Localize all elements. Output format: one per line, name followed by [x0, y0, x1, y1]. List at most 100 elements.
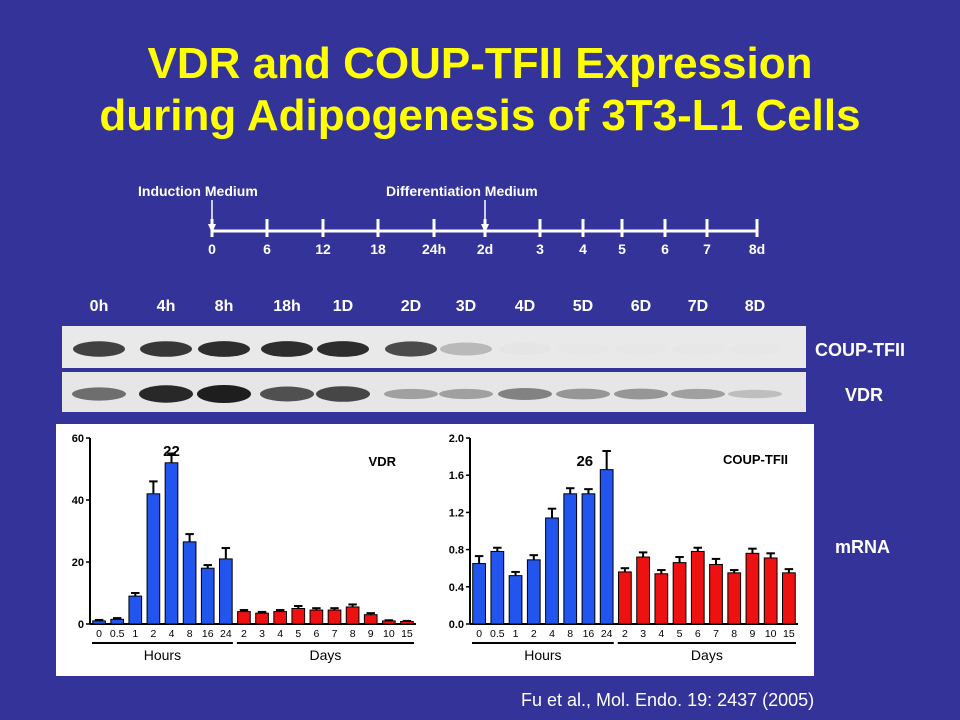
coup-tfii-band — [440, 342, 492, 356]
error-bar — [584, 488, 593, 494]
error-bar — [94, 618, 104, 621]
title-line-1: VDR and COUP-TFII Expression — [147, 39, 813, 88]
error-bar — [275, 609, 285, 612]
blot-lane-label: 7D — [687, 298, 709, 315]
vdr-band — [197, 385, 251, 403]
timeline-tick-label: 7 — [703, 241, 711, 257]
error-bar — [384, 619, 394, 622]
vdr-band — [260, 386, 314, 402]
x-tick-label: 9 — [368, 628, 374, 640]
bar — [182, 541, 197, 625]
x-tick-label: 15 — [401, 628, 413, 640]
bar — [309, 609, 324, 625]
error-bar — [348, 603, 357, 607]
x-tick-label: 8 — [731, 628, 737, 640]
x-tick-label: 4 — [658, 628, 664, 640]
error-bar — [729, 569, 739, 573]
y-tick-label: 20 — [72, 557, 84, 569]
vdr-band — [728, 389, 782, 399]
peak-annotation: 26 — [576, 453, 593, 470]
bar — [763, 557, 778, 625]
bar — [599, 469, 614, 625]
bar — [745, 552, 760, 625]
y-tick-label: 1.2 — [449, 507, 464, 519]
induction-arrow — [208, 200, 216, 233]
bar — [526, 559, 541, 625]
bar — [363, 614, 378, 625]
chart-title: VDR — [369, 454, 397, 469]
mrna-label: mRNA — [835, 537, 891, 557]
y-tick-label: 0 — [78, 619, 84, 631]
coup-tfii-band — [615, 342, 667, 356]
error-bar — [784, 568, 794, 573]
blot-lane-label: 18h — [273, 298, 301, 315]
bar — [92, 620, 106, 625]
error-bar — [167, 452, 176, 463]
blot-lane-label: 4h — [156, 298, 176, 315]
error-bar — [748, 547, 757, 554]
bar — [200, 567, 215, 625]
differentiation-medium-label: Differentiation Medium — [386, 183, 538, 199]
timeline-tick-label: 0 — [208, 241, 216, 257]
error-bar — [402, 619, 412, 622]
x-tick-label: 24 — [220, 628, 232, 640]
bar — [490, 550, 505, 625]
error-bar — [693, 546, 703, 552]
coup-tfii-blot-label: COUP-TFII — [815, 340, 905, 360]
x-tick-label: 5 — [295, 628, 301, 640]
error-bar — [221, 547, 231, 559]
error-bar — [620, 567, 630, 572]
bar — [218, 558, 233, 625]
coup-tfii-band — [385, 341, 437, 357]
blot-lane-label: 0h — [89, 298, 109, 315]
x-tick-label: 6 — [313, 628, 319, 640]
timeline-tick-label: 6 — [661, 241, 669, 257]
x-tick-label: 1 — [132, 628, 138, 640]
x-tick-label: 2 — [622, 628, 628, 640]
coup-tfii-mrna-chart: 0.00.40.81.21.62.00 0.5 1 2 4 8 16 24 2 3 4 5 6 7 8 9 10… — [449, 433, 798, 663]
bar — [164, 462, 179, 625]
coup-tfii-band — [557, 342, 609, 356]
bar — [237, 611, 251, 625]
coup-tfii-band — [317, 341, 369, 357]
vdr-band — [671, 388, 725, 400]
x-tick-label: 2 — [531, 628, 537, 640]
coup-tfii-chart-panel: 0.0 0.4 0.8 1.2 1.6 2.0 0 0.5 1 2 4 8 16 24 2 3 4 5 6 7 8 9 10… — [432, 424, 814, 676]
x-tick-label: 9 — [750, 628, 756, 640]
error-bar — [474, 555, 484, 564]
bar — [563, 493, 578, 625]
group-label: Hours — [144, 647, 181, 663]
x-tick-label: 0 — [476, 628, 482, 640]
coup-tfii-band — [261, 341, 313, 357]
bar — [291, 608, 306, 625]
bar — [345, 606, 360, 625]
timeline-tick-label: 12 — [315, 241, 331, 257]
bar — [255, 612, 269, 625]
x-tick-label: 16 — [202, 628, 214, 640]
error-bar — [294, 605, 303, 609]
bar — [273, 611, 288, 625]
x-tick-label: 24 — [601, 628, 613, 640]
bar — [709, 563, 723, 625]
bar — [654, 573, 669, 625]
bar — [782, 572, 796, 625]
bar — [146, 493, 161, 625]
vdr-chart-panel: 0 20 40 60 0 0.5 1 2 4 8 16 24 2 3 4 5 6 7 8 9 10 15 Hours Days… — [56, 424, 432, 676]
bar — [327, 609, 342, 625]
blot-lane-label: 6D — [630, 298, 652, 315]
chart-title: COUP-TFII — [723, 452, 788, 467]
timeline-tick-label: 6 — [263, 241, 271, 257]
x-tick-label: 2 — [241, 628, 247, 640]
error-bar — [131, 592, 140, 597]
bar — [672, 562, 687, 625]
error-bar — [711, 557, 721, 565]
slide-title: VDR and COUP-TFII Expression during Adip… — [0, 38, 960, 142]
differentiation-arrow — [481, 200, 489, 233]
group-label: Days — [691, 647, 723, 663]
x-tick-label: 10 — [383, 628, 395, 640]
x-tick-label: 8 — [567, 628, 573, 640]
blot-lane-label: 8D — [744, 298, 766, 315]
error-bar — [657, 569, 666, 574]
